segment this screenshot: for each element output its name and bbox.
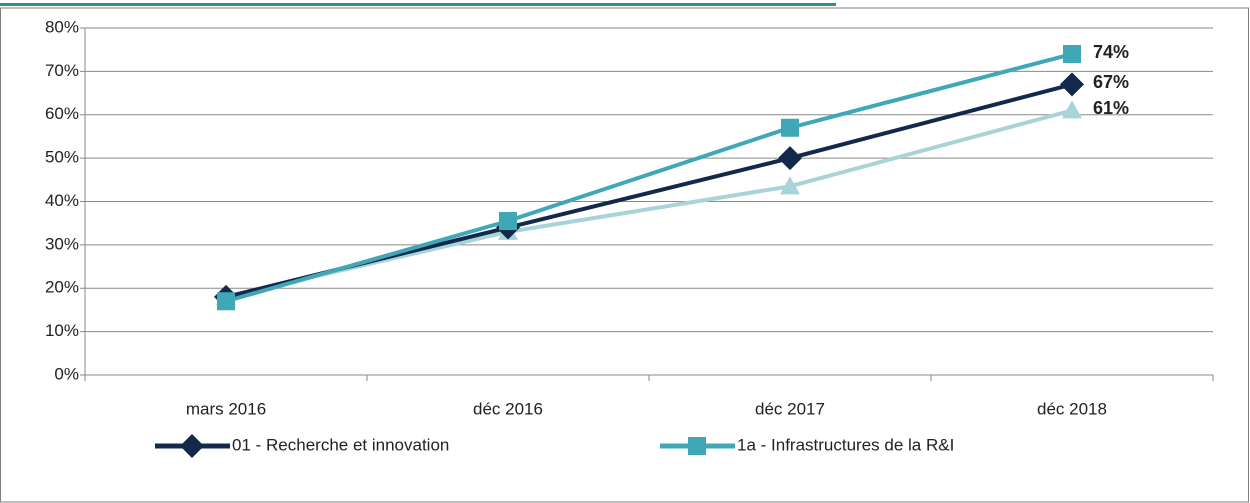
y-tick-label: 40% <box>45 191 79 210</box>
legend-label: 01 - Recherche et innovation <box>232 435 449 454</box>
marker <box>781 118 799 137</box>
x-tick-label: mars 2016 <box>186 399 266 418</box>
marker <box>1060 72 1084 97</box>
marker <box>180 434 204 458</box>
y-tick-label: 60% <box>45 104 79 123</box>
legend-label: 1a - Infrastructures de la R&I <box>737 435 954 454</box>
marker <box>780 176 800 195</box>
marker <box>688 437 706 455</box>
value-label: 61% <box>1093 98 1129 118</box>
marker <box>778 146 802 171</box>
marker <box>1063 45 1081 64</box>
x-tick-label: déc 2016 <box>473 399 543 418</box>
y-tick-label: 70% <box>45 61 79 80</box>
marker <box>217 292 235 311</box>
marker <box>1062 100 1082 119</box>
y-tick-label: 10% <box>45 321 79 340</box>
y-tick-label: 0% <box>54 364 79 383</box>
value-label: 74% <box>1093 42 1129 62</box>
x-tick-label: déc 2018 <box>1037 399 1107 418</box>
y-tick-label: 50% <box>45 148 79 167</box>
y-tick-label: 80% <box>45 17 79 36</box>
series-line <box>225 52 1073 304</box>
value-label: 67% <box>1093 72 1129 92</box>
y-tick-label: 20% <box>45 278 79 297</box>
frame <box>0 7 1249 503</box>
y-tick-label: 30% <box>45 234 79 253</box>
x-tick-label: déc 2017 <box>755 399 825 418</box>
title-cut <box>0 0 836 3</box>
marker <box>499 212 517 231</box>
series-line <box>225 108 1073 299</box>
